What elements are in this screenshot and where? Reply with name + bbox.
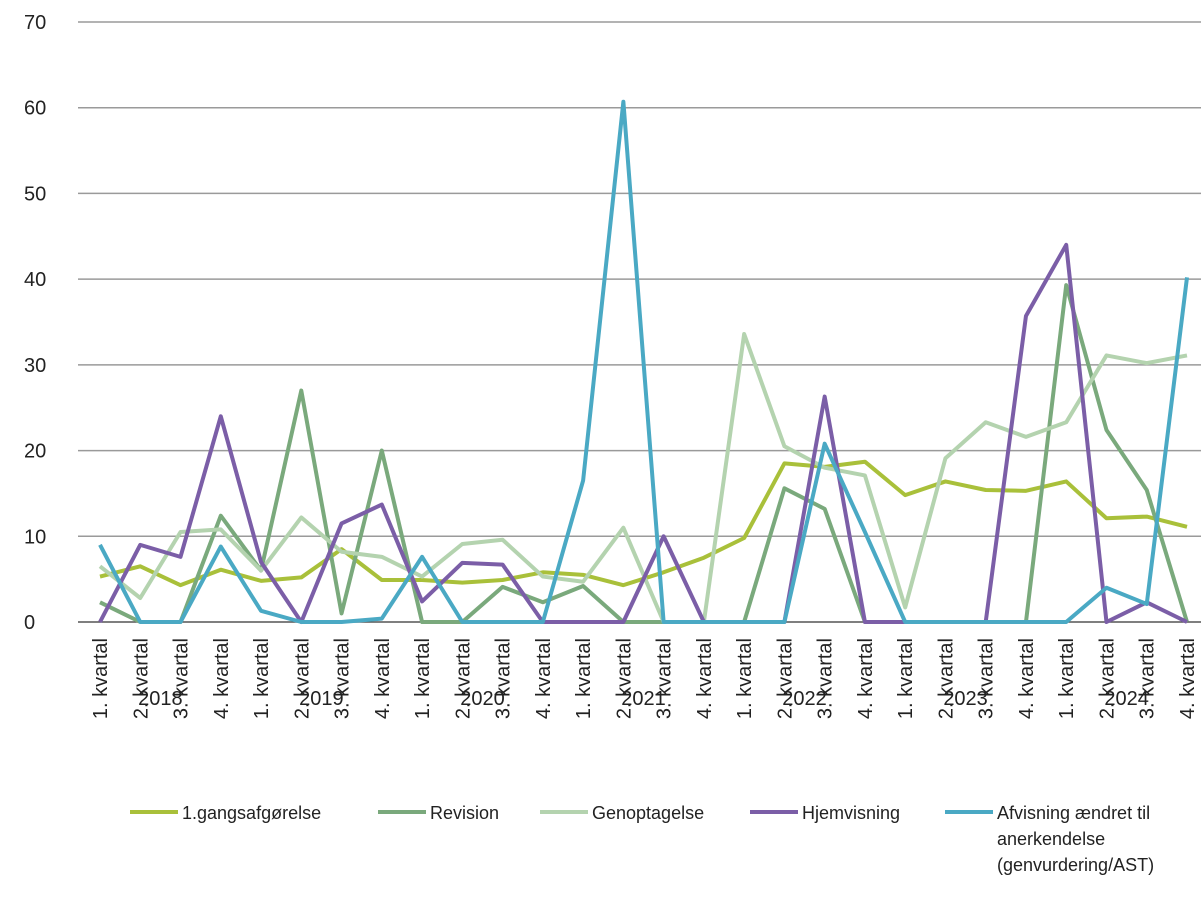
x-tick-label: 2. kvartal	[935, 638, 957, 719]
x-tick-label: 1. kvartal	[895, 638, 917, 719]
legend-item: Hjemvisning	[750, 800, 982, 826]
legend-swatch	[378, 810, 426, 814]
x-tick-label: 2. kvartal	[1096, 638, 1118, 719]
x-tick-label: 3. kvartal	[332, 638, 354, 719]
y-tick-label: 20	[24, 441, 46, 463]
legend-label: 1.gangsafgørelse	[182, 803, 322, 823]
x-tick-label: 1. kvartal	[251, 638, 273, 719]
y-tick-label: 30	[24, 355, 46, 377]
legend-label: Genoptagelse	[592, 803, 705, 823]
x-tick-label: 2. kvartal	[452, 638, 474, 719]
x-tick-label: 3. kvartal	[493, 638, 515, 719]
legend-item: Afvisning ændret til anerkendelse (genvu…	[945, 800, 1187, 878]
y-tick-label: 40	[24, 269, 46, 291]
legend-label: Hjemvisning	[802, 803, 901, 823]
x-tick-label: 4. kvartal	[694, 638, 716, 719]
series-line	[98, 242, 1188, 624]
x-tick-label: 4. kvartal	[211, 638, 233, 719]
legend-swatch	[130, 810, 178, 814]
x-tick-label: 4. kvartal	[1016, 638, 1038, 719]
x-tick-label: 4. kvartal	[1177, 638, 1199, 719]
x-tick-label: 2. kvartal	[613, 638, 635, 719]
x-group-label: 2023	[943, 688, 988, 710]
x-tick-label: 3. kvartal	[171, 638, 193, 719]
y-tick-label: 10	[24, 526, 46, 548]
y-tick-label: 70	[24, 12, 46, 34]
x-tick-label: 2. kvartal	[291, 638, 313, 719]
x-tick-label: 4. kvartal	[855, 638, 877, 719]
x-tick-label: 2. kvartal	[774, 638, 796, 719]
x-tick-label: 2. kvartal	[130, 638, 152, 719]
x-tick-label: 1. kvartal	[90, 638, 112, 719]
legend-swatch	[750, 810, 798, 814]
y-tick-label: 60	[24, 98, 46, 120]
x-tick-label: 4. kvartal	[372, 638, 394, 719]
x-group-label: 2022	[782, 688, 827, 710]
legend-label: Afvisning ændret til anerkendelse (genvu…	[997, 803, 1155, 875]
x-tick-label: 4. kvartal	[533, 638, 555, 719]
x-tick-label: 1. kvartal	[412, 638, 434, 719]
x-group-label: 2019	[299, 688, 344, 710]
legend-swatch	[945, 810, 993, 814]
x-tick-label: 1. kvartal	[1056, 638, 1078, 719]
x-tick-label: 3. kvartal	[815, 638, 837, 719]
x-tick-label: 3. kvartal	[654, 638, 676, 719]
y-tick-label: 0	[24, 612, 35, 634]
legend-swatch	[540, 810, 588, 814]
x-tick-label: 3. kvartal	[1137, 638, 1159, 719]
x-tick-label: 3. kvartal	[976, 638, 998, 719]
x-group-label: 2024	[1104, 688, 1149, 710]
x-group-label: 2020	[460, 688, 505, 710]
legend-label: Revision	[430, 803, 500, 823]
legend-item: Revision	[378, 800, 580, 826]
x-tick-label: 1. kvartal	[573, 638, 595, 719]
x-group-label: 2021	[621, 688, 666, 710]
x-tick-label: 1. kvartal	[734, 638, 756, 719]
legend-item: Genoptagelse	[540, 800, 792, 826]
legend-item: 1.gangsafgørelse	[130, 800, 402, 826]
x-group-label: 2018	[138, 688, 183, 710]
y-tick-label: 50	[24, 183, 46, 205]
series-line	[98, 99, 1189, 624]
